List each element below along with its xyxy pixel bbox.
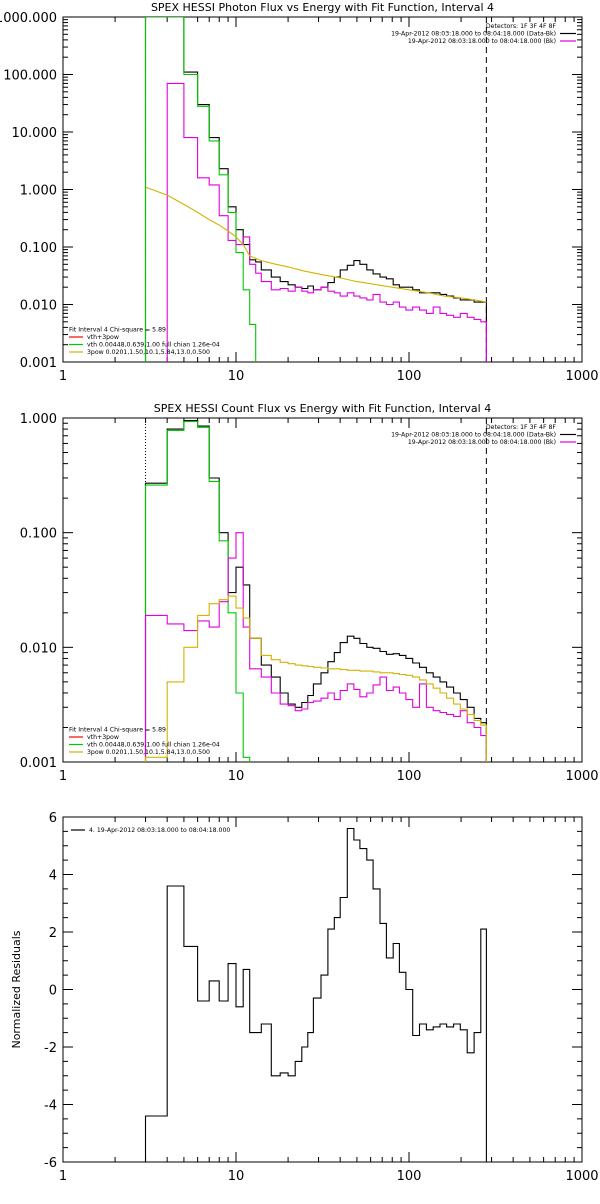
count-frame xyxy=(62,417,583,763)
photon-y-tick-label: 0.010 xyxy=(20,299,57,314)
resid-x-tick-label: 10 xyxy=(228,1169,245,1184)
count-legend-text: 3pow 0.0201,1.50,10.1,5.84,13.0,0.500 xyxy=(87,749,210,756)
count-series-group xyxy=(144,420,487,762)
photon-series-magenta xyxy=(166,82,487,362)
resid-x-tick-label: 1 xyxy=(59,1169,67,1184)
photon-legend-text: 3pow 0.0201,1.50,10.1,5.84,13.0,0.500 xyxy=(87,349,210,356)
count-y-ticks: 0.001 0.010 0.100 1.000 xyxy=(20,412,582,771)
photon-x-tick-label: 1000 xyxy=(565,369,598,384)
count-legend-text: Fit Interval 4 Chi-square = 5.89 xyxy=(69,727,166,734)
count-x-tick-label: 1000 xyxy=(565,769,598,784)
photon-y-ticks: 0.001 0.010 0.100 1.000 10.000 100.000 1000.00… xyxy=(0,11,582,371)
photon-x-tick-label: 1 xyxy=(59,369,67,384)
photon-y-tick-label: 1000.000 xyxy=(0,11,57,26)
count-x-tick-label: 100 xyxy=(397,769,422,784)
resid-x-ticks: 1 10 100 1000 xyxy=(59,817,599,1184)
count-y-tick-label: 0.100 xyxy=(20,527,57,542)
count-y-tick-label: 0.001 xyxy=(20,756,57,771)
count-legend-text: Detectors: 1F 3F 4F 8F xyxy=(486,424,557,431)
resid-y-tick-label: 0 xyxy=(49,984,57,999)
photon-legend-bottom: Fit Interval 4 Chi-square = 5.89vth+3pow… xyxy=(69,327,220,356)
photon-x-ticks: 1 10 100 1000 xyxy=(59,17,599,384)
count-x-tick-label: 1 xyxy=(59,769,67,784)
count-legend-text: 19-Apr-2012 08:03:18.000 to 08:04:18.000… xyxy=(391,432,556,439)
resid-y-tick-label: 4 xyxy=(49,869,57,884)
photon-series-group xyxy=(144,17,487,362)
count-title: SPEX HESSI Count Flux vs Energy with Fit… xyxy=(154,402,491,415)
resid-ylabel: Normalized Residuals xyxy=(10,930,23,1048)
photon-y-tick-label: 0.001 xyxy=(20,356,57,371)
count-series-spow xyxy=(144,595,487,762)
photon-legend-text: Detectors: 1F 3F 4F 8F xyxy=(486,23,557,30)
photon-series-spow xyxy=(145,186,487,303)
count-x-ticks: 1 10 100 1000 xyxy=(59,418,599,784)
resid-y-tick-label: -6 xyxy=(44,1156,57,1171)
resid-y-tick-label: 6 xyxy=(49,811,57,826)
count-legend-bottom: Fit Interval 4 Chi-square = 5.89vth+3pow… xyxy=(69,727,220,756)
photon-chart-group: SPEX HESSI Photon Flux vs Energy with Fi… xyxy=(0,1,599,384)
photon-y-tick-label: 0.100 xyxy=(20,241,57,256)
photon-y-tick-label: 1.000 xyxy=(20,184,57,199)
count-series-vth xyxy=(144,421,251,762)
count-legend-text: vth 0.00448,0.639,1.00 full chian 1.26e-… xyxy=(87,742,220,749)
photon-legend-text: vth 0.00448,0.639,1.00 full chian 1.26e-… xyxy=(87,342,220,349)
photon-x-tick-label: 10 xyxy=(228,369,245,384)
count-x-tick-label: 10 xyxy=(228,769,245,784)
resid-series-group xyxy=(144,827,487,1162)
count-y-tick-label: 1.000 xyxy=(20,412,57,427)
count-legend-text: 19-Apr-2012 08:03:18.000 to 08:04:18.000… xyxy=(408,439,556,446)
photon-frame xyxy=(62,16,583,363)
count-series-data xyxy=(144,420,487,762)
resid-y-tick-label: 2 xyxy=(49,926,57,941)
count-legend-text: vth+3pow xyxy=(87,734,119,741)
resid-chart-group: Normalized Residuals 1 10 100 1000 -6 -4 -2 0 2 4 6… xyxy=(10,811,599,1184)
count-chart-group: SPEX HESSI Count Flux vs Energy with Fit… xyxy=(20,402,599,784)
resid-frame xyxy=(62,816,583,1163)
photon-legend-text: Fit Interval 4 Chi-square = 5.89 xyxy=(69,327,166,334)
resid-series-residuals xyxy=(144,827,487,1162)
photon-series-data xyxy=(144,17,487,362)
resid-legend-text: 4. 19-Apr-2012 08:03:18.000 to 08:04:18.… xyxy=(89,827,230,834)
resid-legend-top: 4. 19-Apr-2012 08:03:18.000 to 08:04:18.… xyxy=(71,827,230,834)
photon-title: SPEX HESSI Photon Flux vs Energy with Fi… xyxy=(151,1,494,14)
resid-y-tick-label: -2 xyxy=(44,1041,57,1056)
resid-y-tick-label: -4 xyxy=(44,1099,57,1114)
resid-x-tick-label: 1000 xyxy=(565,1169,598,1184)
resid-x-tick-label: 100 xyxy=(397,1169,422,1184)
photon-x-tick-label: 100 xyxy=(397,369,422,384)
count-y-tick-label: 0.010 xyxy=(20,641,57,656)
photon-legend-text: vth+3pow xyxy=(87,334,119,341)
photon-legend-text: 19-Apr-2012 08:03:18.000 to 08:04:18.000… xyxy=(391,31,556,38)
photon-legend-text: 19-Apr-2012 08:03:18.000 to 08:04:18.000… xyxy=(408,38,556,45)
photon-y-tick-label: 100.000 xyxy=(3,69,57,84)
photon-series-vth xyxy=(144,17,257,362)
resid-y-ticks: -6 -4 -2 0 2 4 6 xyxy=(44,811,582,1171)
count-series-magenta xyxy=(144,532,487,762)
photon-y-tick-label: 10.000 xyxy=(12,126,58,141)
